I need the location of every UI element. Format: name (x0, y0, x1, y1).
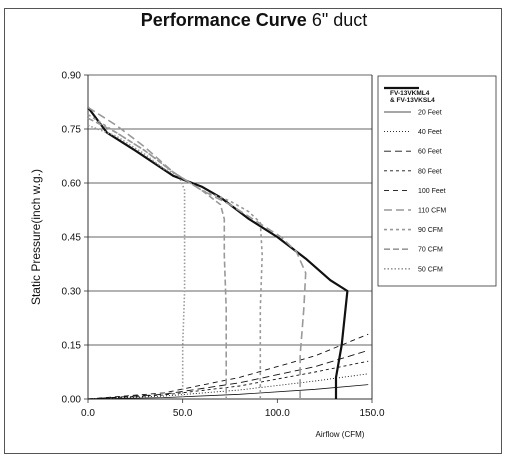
legend-label-1: 20 Feet (418, 110, 442, 117)
y-tick-label: 0.45 (62, 233, 82, 244)
y-tick-label: 0.60 (62, 179, 82, 190)
legend-label-8: 70 CFM (418, 247, 443, 254)
y-tick-label: 0.90 (62, 71, 82, 82)
legend-label-2: 40 Feet (418, 129, 442, 136)
chart-title-main: Performance Curve (140, 10, 307, 30)
series-line-0 (87, 106, 349, 399)
series-line-7 (87, 113, 263, 399)
y-tick-label: 0.30 (62, 287, 82, 298)
legend-box (377, 75, 497, 287)
series-line-9 (87, 124, 186, 399)
y-tick-label: 0.15 (62, 341, 82, 352)
legend-label-6: 110 CFM (418, 208, 446, 215)
series-line-6 (87, 106, 307, 399)
series-line-1 (87, 384, 369, 400)
series-line-8 (87, 117, 227, 399)
y-tick-label: 0.75 (62, 125, 82, 136)
series-line-4 (87, 360, 369, 400)
y-axis-label: Static Pressure(inch w.g.) (29, 169, 43, 305)
x-tick-label: 0.0 (81, 408, 95, 419)
x-tick-label: 50.0 (173, 408, 193, 419)
legend-label-5: 100 Feet (418, 188, 446, 195)
chart-title: Performance Curve 6" duct (0, 10, 508, 31)
legend-label-0: FV-13VKML4 (390, 90, 430, 97)
legend-label-3: 60 Feet (418, 149, 442, 156)
y-tick-label: 0.00 (62, 395, 82, 406)
legend-label-4: 80 Feet (418, 168, 442, 175)
legend-label-7: 90 CFM (418, 227, 443, 234)
series-line-5 (87, 333, 369, 400)
x-tick-label: 100.0 (265, 408, 290, 419)
chart-subtitle: 6" duct (311, 10, 368, 30)
series-line-3 (87, 349, 369, 400)
legend-label-0-b: & FV-13VKSL4 (390, 97, 435, 104)
legend-label-9: 50 CFM (418, 266, 443, 273)
x-axis-label: Airflow (CFM) (316, 430, 365, 439)
x-tick-label: 150.0 (359, 408, 384, 419)
series-line-2 (87, 373, 369, 400)
